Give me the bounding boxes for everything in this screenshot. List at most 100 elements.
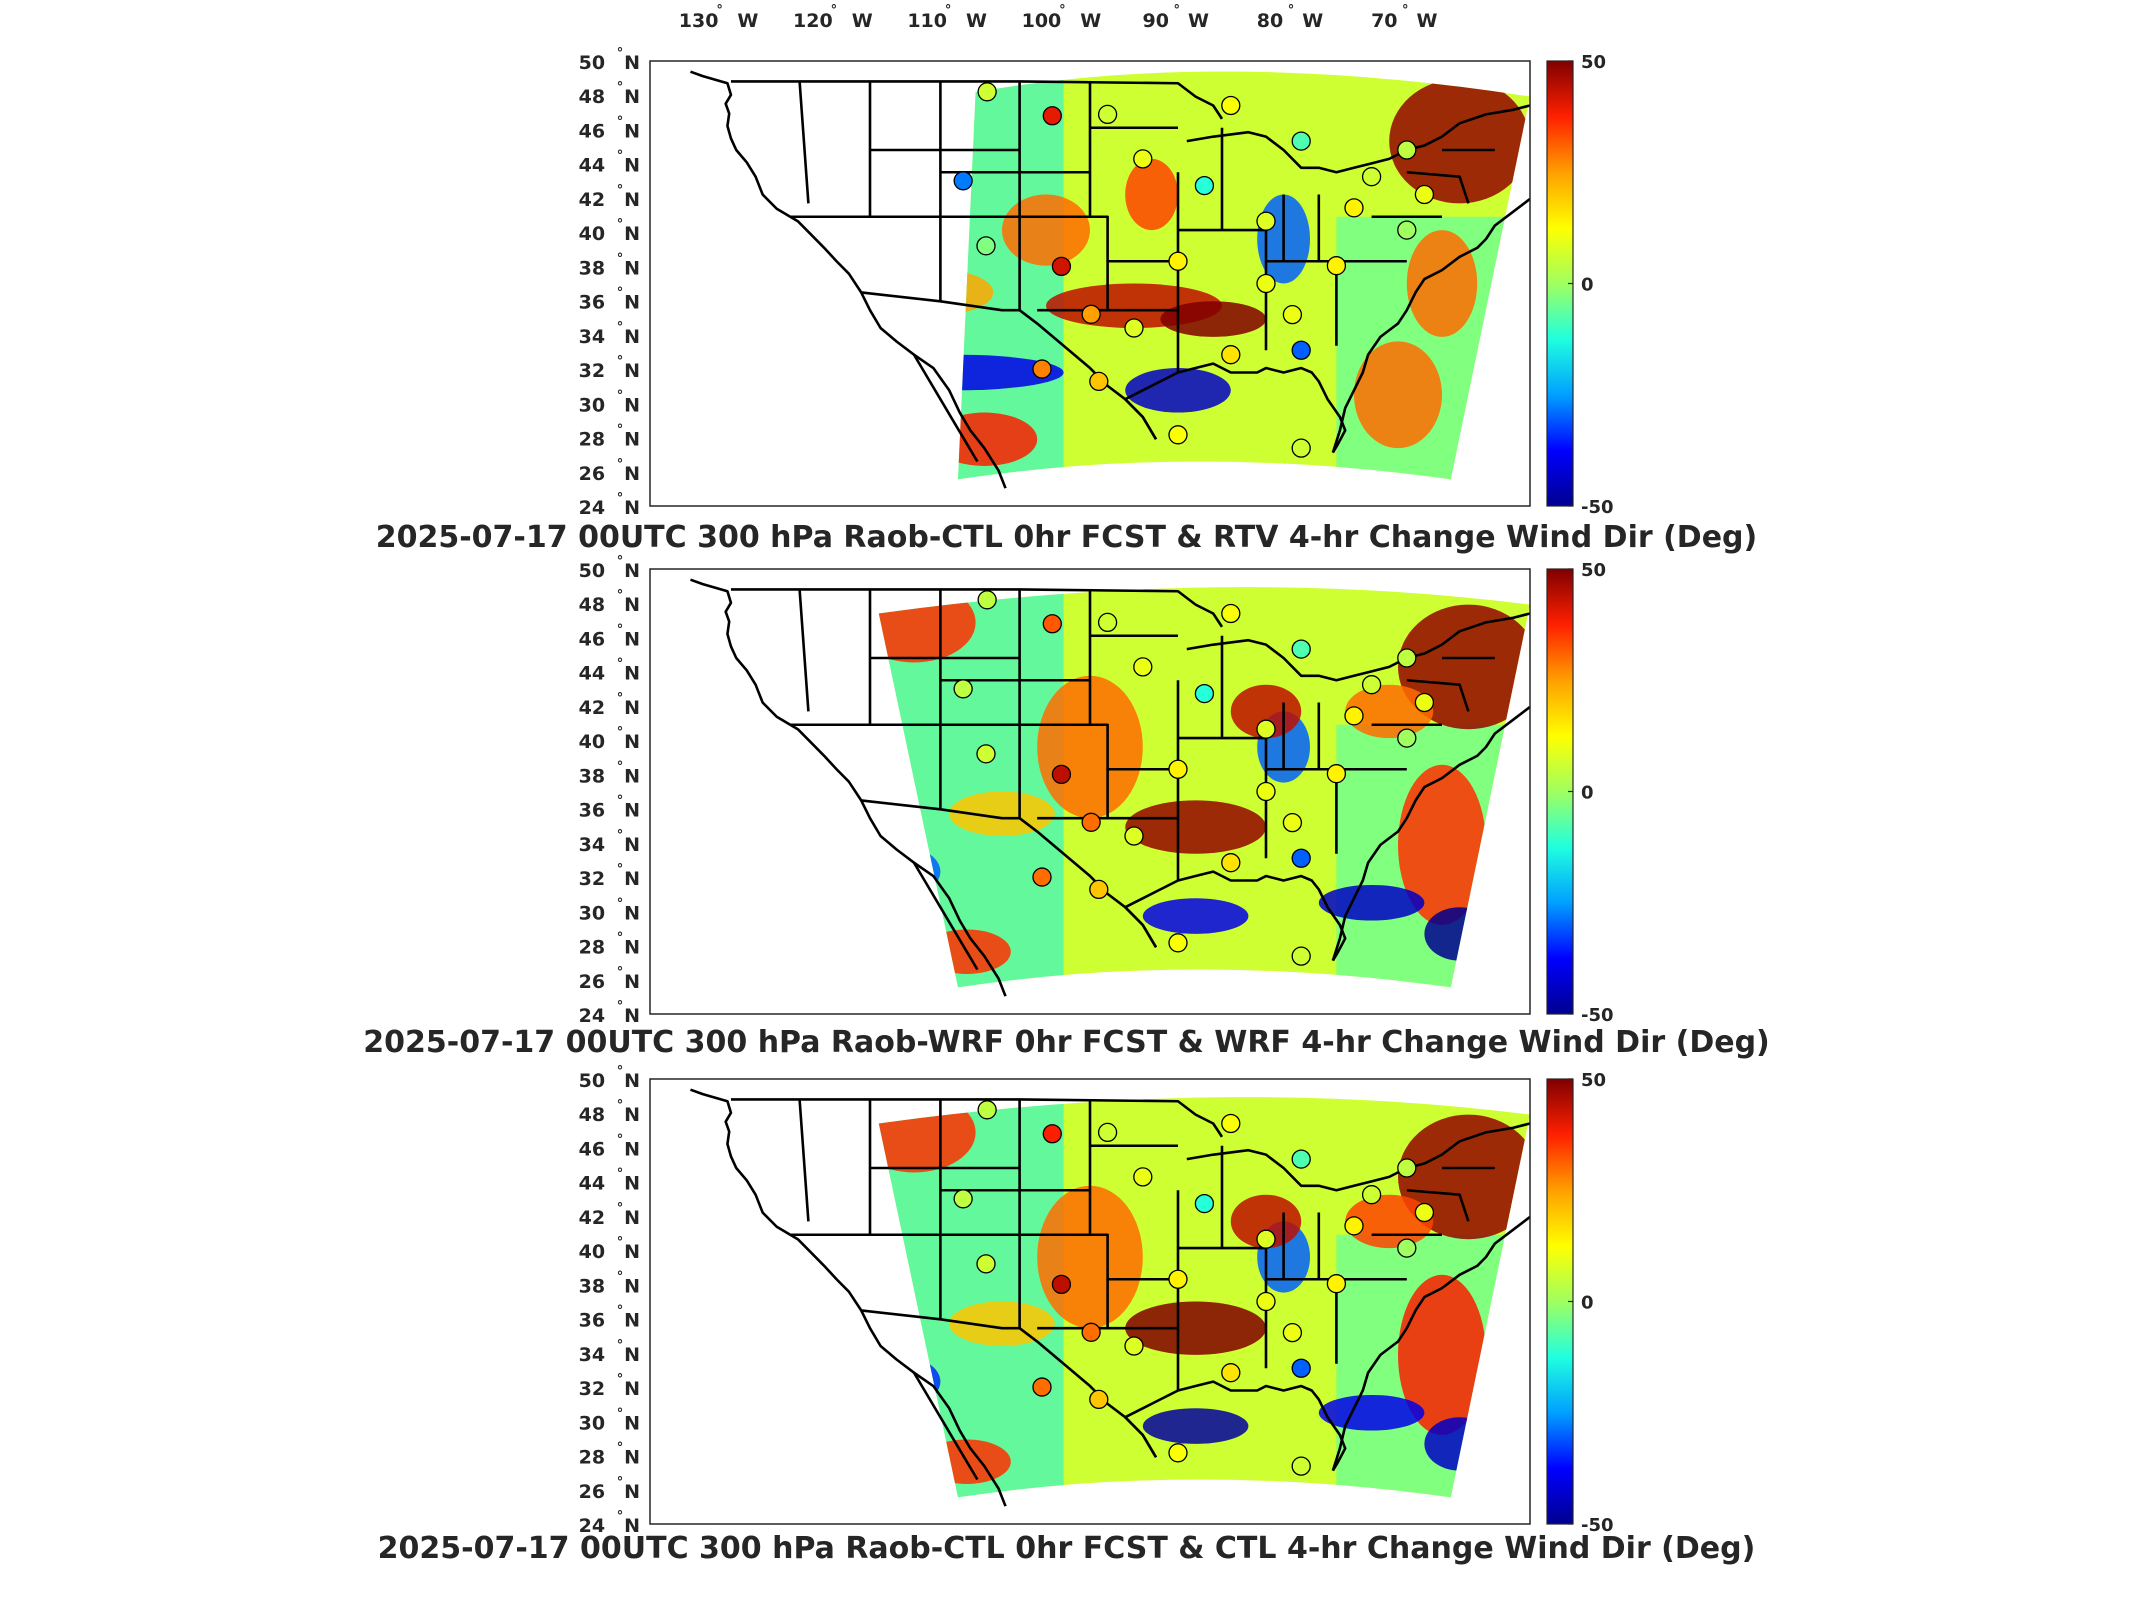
lat-tick-42: 42 N — [579, 189, 640, 211]
raob-station-marker — [1291, 848, 1311, 868]
svg-text:°: ° — [617, 217, 624, 232]
map-panels: 50 N°48 N°46 N°44 N°42 N°40 N°38 N°36 N°… — [579, 46, 1614, 1537]
svg-text:°: ° — [617, 588, 624, 603]
lat-tick-26: 26 N — [579, 463, 640, 485]
svg-text:°: ° — [617, 1132, 624, 1147]
lat-tick-40: 40 N — [579, 223, 640, 245]
raob-station-marker — [1168, 933, 1188, 953]
raob-station-marker — [1051, 1274, 1072, 1295]
svg-text:°: ° — [617, 759, 624, 774]
raob-station-marker — [977, 82, 997, 102]
raob-station-marker — [1291, 131, 1311, 151]
lat-tick-30: 30 N — [579, 902, 640, 924]
lat-tick-34: 34 N — [579, 834, 640, 856]
raob-station-marker — [1326, 764, 1347, 784]
raob-station-marker — [1397, 220, 1417, 240]
lat-tick-48: 48 N — [579, 1104, 640, 1126]
raob-station-marker — [1344, 1216, 1364, 1236]
raob-station-marker — [1397, 1238, 1417, 1258]
latitude-tick-labels-rtv: 50 N°48 N°46 N°44 N°42 N°40 N°38 N°36 N°… — [579, 46, 640, 519]
svg-text:100 W: 100 W — [1022, 10, 1102, 32]
latitude-tick-labels-wrf: 50 N°48 N°46 N°44 N°42 N°40 N°38 N°36 N°… — [579, 554, 640, 1027]
lat-tick-44: 44 N — [579, 155, 640, 177]
raob-stations-rtv — [953, 82, 1435, 458]
raob-station-marker — [1256, 273, 1276, 294]
raob-station-marker — [1291, 946, 1311, 966]
raob-station-marker — [1282, 813, 1303, 833]
lat-tick-46: 46 N — [579, 1138, 640, 1160]
map-boundaries-wrf — [690, 580, 1530, 997]
raob-station-marker — [1097, 612, 1118, 633]
raob-station-marker — [1133, 149, 1153, 169]
raob-station-marker — [1089, 1389, 1109, 1410]
map-boundaries-rtv — [690, 72, 1530, 489]
colorbar-ctl: 50 0 -50 — [1546, 1070, 1614, 1536]
svg-text:°: ° — [617, 1098, 624, 1113]
raob-station-marker — [1326, 1274, 1347, 1294]
colorbar-tick-mid: 0 — [1581, 783, 1594, 804]
raob-station-marker — [1291, 1358, 1311, 1378]
svg-text:°: ° — [716, 3, 723, 18]
svg-text:110 W: 110 W — [907, 10, 987, 32]
raob-station-marker — [1221, 1363, 1241, 1383]
raob-station-marker — [1291, 1456, 1311, 1476]
raob-station-marker — [977, 1100, 997, 1120]
panel-title-wrf: 2025-07-17 00UTC 300 hPa Raob-WRF 0hr FC… — [363, 1025, 1770, 1060]
svg-text:°: ° — [617, 828, 624, 843]
raob-stations-ctl — [953, 1100, 1435, 1476]
raob-station-marker — [1414, 1202, 1435, 1223]
svg-text:°: ° — [1173, 3, 1180, 18]
lat-tick-46: 46 N — [579, 120, 640, 142]
raob-station-marker — [1089, 371, 1109, 392]
lat-tick-24: 24 N — [579, 1005, 640, 1027]
lat-tick-44: 44 N — [579, 663, 640, 685]
raob-station-marker — [1168, 1269, 1188, 1289]
lat-tick-48: 48 N — [579, 86, 640, 108]
svg-text:°: ° — [617, 1441, 624, 1456]
svg-text:°: ° — [617, 1167, 624, 1182]
raob-station-marker — [977, 590, 997, 610]
svg-text:°: ° — [617, 1235, 624, 1250]
svg-text:°: ° — [945, 3, 952, 18]
lat-tick-34: 34 N — [579, 1344, 640, 1366]
lat-tick-50: 50 N — [579, 560, 640, 582]
lat-tick-30: 30 N — [579, 394, 640, 416]
raob-station-marker — [1032, 359, 1052, 379]
lon-tick-130: 130 W° — [679, 3, 759, 32]
svg-text:°: ° — [1059, 3, 1066, 18]
svg-text:°: ° — [617, 554, 624, 569]
lat-tick-38: 38 N — [579, 765, 640, 787]
svg-text:°: ° — [617, 388, 624, 403]
raob-station-marker — [1361, 167, 1382, 187]
lat-tick-50: 50 N — [579, 1070, 640, 1092]
raob-station-marker — [1291, 639, 1311, 659]
lat-tick-24: 24 N — [579, 497, 640, 519]
raob-station-marker — [1414, 184, 1435, 205]
svg-text:°: ° — [617, 725, 624, 740]
raob-station-marker — [1361, 675, 1382, 695]
svg-text:°: ° — [617, 491, 624, 506]
latitude-tick-labels-ctl: 50 N°48 N°46 N°44 N°42 N°40 N°38 N°36 N°… — [579, 1064, 640, 1537]
svg-text:°: ° — [617, 149, 624, 164]
lat-tick-50: 50 N — [579, 52, 640, 74]
raob-station-marker — [976, 236, 996, 256]
colorbar-tick-mid: 0 — [1581, 275, 1594, 296]
colorbar-tick-min: -50 — [1581, 1005, 1614, 1026]
colorbar-tick-max: 50 — [1581, 560, 1606, 581]
svg-text:°: ° — [617, 46, 624, 61]
lat-tick-40: 40 N — [579, 731, 640, 753]
lat-tick-36: 36 N — [579, 292, 640, 314]
raob-station-marker — [953, 171, 973, 191]
raob-station-marker — [1221, 345, 1241, 365]
lat-tick-24: 24 N — [579, 1515, 640, 1537]
raob-station-marker — [1133, 1167, 1153, 1187]
raob-station-marker — [1081, 1322, 1101, 1342]
raob-station-marker — [1133, 657, 1153, 677]
svg-text:°: ° — [617, 1269, 624, 1284]
raob-station-marker — [1282, 1323, 1303, 1343]
panel-title-ctl: 2025-07-17 00UTC 300 hPa Raob-CTL 0hr FC… — [377, 1531, 1756, 1566]
raob-station-marker — [1256, 1291, 1276, 1312]
raob-station-marker — [1397, 1158, 1417, 1178]
colorbar-tick-min: -50 — [1581, 1515, 1614, 1536]
